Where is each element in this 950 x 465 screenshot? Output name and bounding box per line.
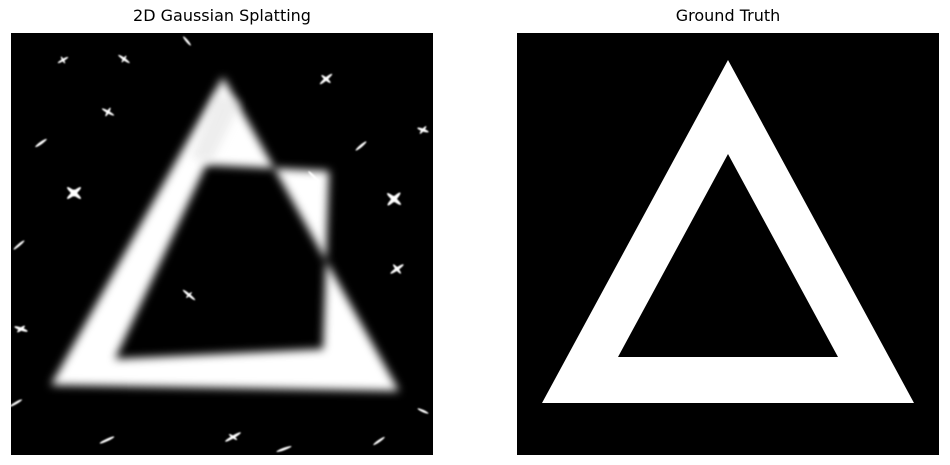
reconstruction-title: 2D Gaussian Splatting — [133, 6, 311, 25]
reconstructed-triangle — [51, 77, 399, 391]
reconstruction-image — [11, 33, 433, 455]
ground-truth-panel: Ground Truth — [517, 0, 939, 465]
ground-truth-title: Ground Truth — [675, 6, 781, 25]
ground-truth-image — [517, 33, 939, 455]
ground-truth-triangle — [542, 60, 914, 403]
reconstruction-panel: 2D Gaussian Splatting — [11, 0, 433, 465]
splat-artifacts — [11, 36, 429, 452]
